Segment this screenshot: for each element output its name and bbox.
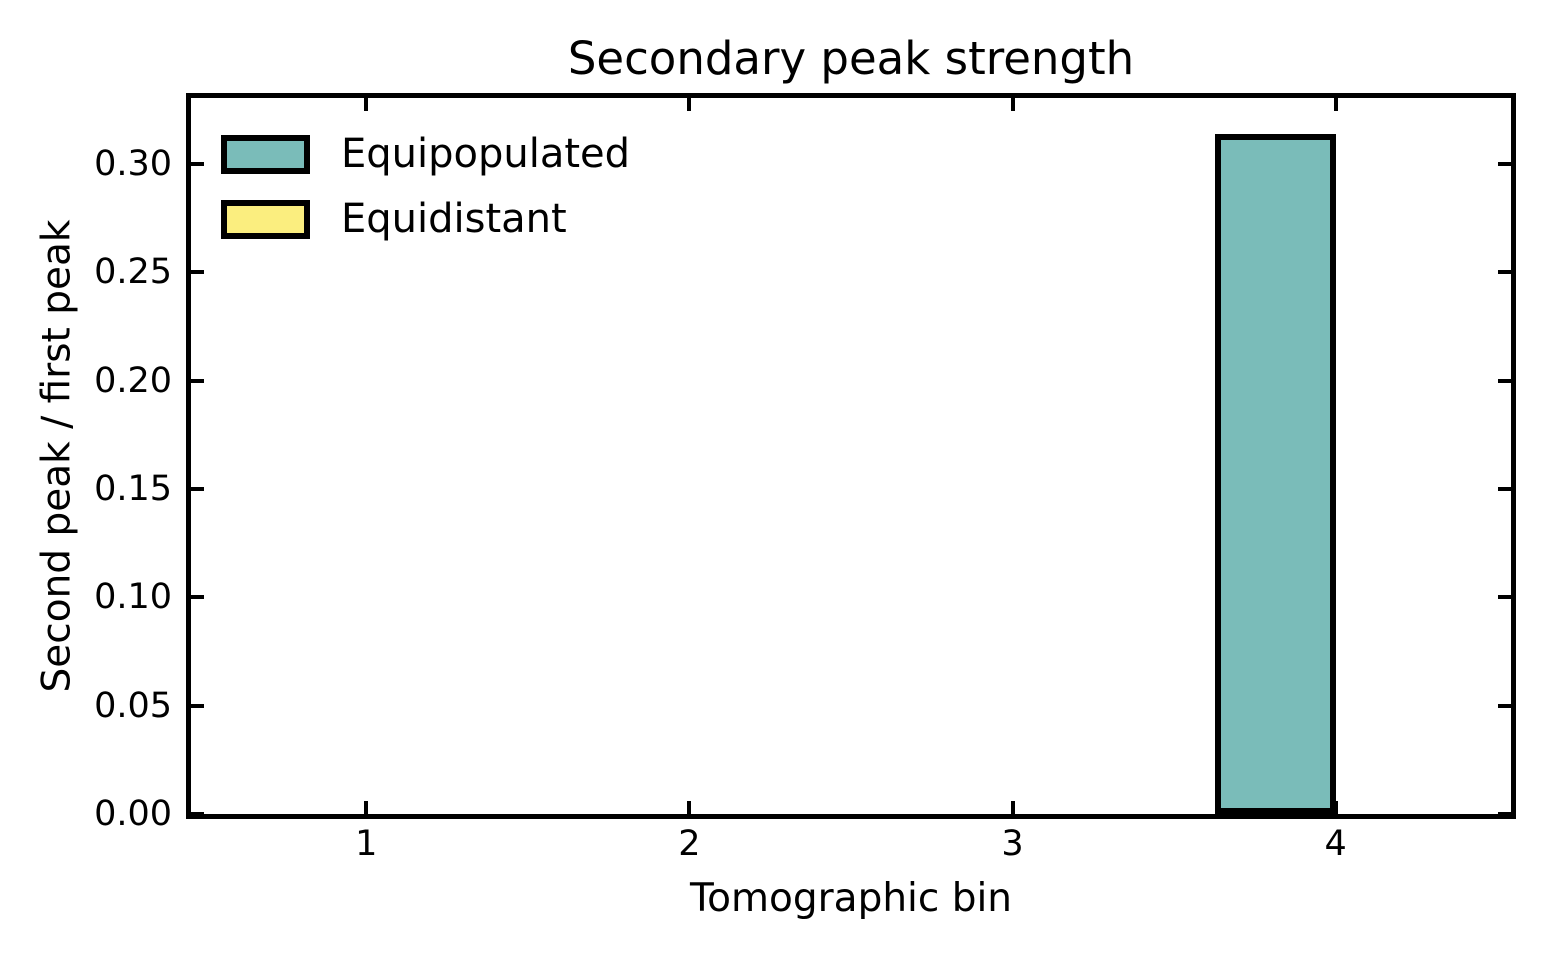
y-tick-mark-right	[1498, 703, 1511, 708]
legend-label-equidistant: Equidistant	[341, 196, 567, 242]
y-tick-mark	[191, 812, 204, 816]
y-tick-label: 0.00	[94, 794, 172, 834]
x-tick-mark	[1333, 801, 1338, 814]
plot-area: Equipopulated Equidistant	[186, 93, 1516, 819]
y-tick-mark	[191, 162, 204, 167]
x-tick-mark-top	[364, 98, 369, 111]
y-tick-mark	[191, 270, 204, 275]
y-tick-label: 0.05	[94, 685, 172, 726]
legend-label-equipopulated: Equipopulated	[341, 131, 631, 177]
y-tick-mark	[191, 595, 204, 600]
legend-swatch-equidistant-icon	[221, 199, 310, 239]
y-tick-label: 0.20	[94, 360, 172, 401]
x-axis-label: Tomographic bin	[689, 876, 1013, 921]
x-tick-mark	[364, 801, 369, 814]
y-tick-mark-right	[1498, 595, 1511, 600]
x-tick-label: 3	[1001, 824, 1024, 864]
y-tick-mark	[191, 378, 204, 383]
y-tick-mark	[191, 703, 204, 708]
x-tick-mark	[687, 801, 692, 814]
y-tick-mark-right	[1498, 487, 1511, 492]
x-tick-mark-top	[1333, 98, 1338, 111]
legend-item-equidistant: Equidistant	[221, 199, 630, 239]
chart-title: Secondary peak strength	[567, 32, 1135, 85]
bar-equipopulated-bin4	[1214, 133, 1336, 814]
y-tick-label: 0.10	[94, 577, 172, 618]
x-tick-mark-top	[687, 98, 692, 111]
y-tick-mark-right	[1498, 378, 1511, 383]
x-tick-label: 4	[1324, 824, 1347, 864]
x-tick-label: 2	[678, 824, 701, 864]
y-tick-mark	[191, 487, 204, 492]
x-tick-label: 1	[355, 824, 378, 864]
legend: Equipopulated Equidistant	[221, 134, 630, 264]
y-tick-label: 0.30	[94, 144, 172, 185]
y-tick-label: 0.25	[94, 252, 172, 293]
y-tick-mark-right	[1498, 270, 1511, 275]
legend-swatch-equipopulated-icon	[221, 134, 310, 174]
x-tick-mark	[1010, 801, 1015, 814]
y-tick-label: 0.15	[94, 469, 172, 510]
y-tick-mark-right	[1498, 162, 1511, 167]
x-tick-mark-top	[1010, 98, 1015, 111]
legend-item-equipopulated: Equipopulated	[221, 134, 630, 174]
y-tick-mark-right	[1498, 812, 1511, 816]
